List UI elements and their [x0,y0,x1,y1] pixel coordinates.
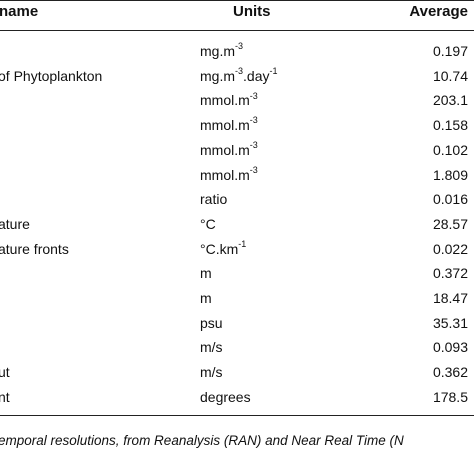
average-value: 178.5 [432,388,468,405]
top-rule [0,0,474,1]
units-cell: psu [200,314,223,332]
average-value: 0.016 [432,191,468,208]
units-cell: m [200,289,212,307]
units-cell: °C [200,215,216,233]
unit-exponent: -3 [249,140,258,151]
unit-text: ratio [200,191,228,208]
units-cell: mmol.m-3 [200,141,258,159]
variable-name: of Phytoplankton [0,67,103,84]
unit-text: mg.m [200,43,235,59]
average-value: 0.362 [432,364,468,381]
average-value: 28.57 [432,215,468,232]
unit-text: °C [200,215,216,232]
caption: emporal resolutions, from Reanalysis (RA… [0,433,404,448]
variable-name: ut [0,364,10,381]
unit-text: mmol.m [200,92,250,109]
unit-exponent: -3 [235,41,244,52]
average-value: 1.809 [432,166,468,183]
variable-name: ature fronts [0,240,69,257]
unit-exponent: -3 [249,90,258,101]
unit-exponent: -3 [249,115,258,126]
unit-text: m/s [200,339,223,356]
units-cell: ratio [200,190,227,208]
units-cell: mmol.m-3 [200,116,258,134]
header-cell: name [0,3,39,20]
variable-name: nt [0,388,10,405]
unit-text: psu [200,314,223,331]
units-cell: °C.km-1 [200,238,247,258]
unit-text: °C.km [200,240,239,257]
units-cell: m/s [200,338,223,356]
units-cell: degrees [200,388,251,406]
unit-text: m/s [200,364,223,381]
average-value: 203.1 [432,92,468,109]
units-cell: mg.m-3.day-1 [200,67,278,85]
units-cell: m/s [200,363,223,381]
average-value: 10.74 [432,67,468,84]
header-rule [0,30,474,31]
unit-text: degrees [200,388,251,405]
header-cell: Average [409,3,468,20]
unit-text: mg.m [200,67,235,84]
unit-text: .day [243,67,270,84]
average-value: 0.093 [432,339,468,356]
units-cell: m [200,264,212,282]
average-value: 0.022 [432,240,468,257]
unit-text: mmol.m [200,166,250,183]
unit-text: mmol.m [200,117,250,134]
variable-name: ature [0,215,30,232]
header-cell: Units [233,3,271,20]
bottom-rule [0,415,474,416]
average-value: 0.158 [432,117,468,134]
units-cell: mmol.m-3 [200,164,258,184]
average-value: 0.372 [432,265,468,282]
unit-exponent: -3 [249,164,258,175]
units-cell: mg.m-3 [200,42,243,60]
unit-exponent: -1 [238,238,247,249]
unit-text: mmol.m [200,141,250,158]
unit-exponent: -1 [269,66,278,77]
unit-text: m [200,290,212,306]
average-value: 35.31 [432,314,468,331]
average-value: 18.47 [432,290,468,306]
units-cell: mmol.m-3 [200,91,258,109]
average-value: 0.197 [432,43,468,59]
average-value: 0.102 [432,141,468,158]
unit-exponent: -3 [235,66,244,77]
unit-text: m [200,265,212,282]
